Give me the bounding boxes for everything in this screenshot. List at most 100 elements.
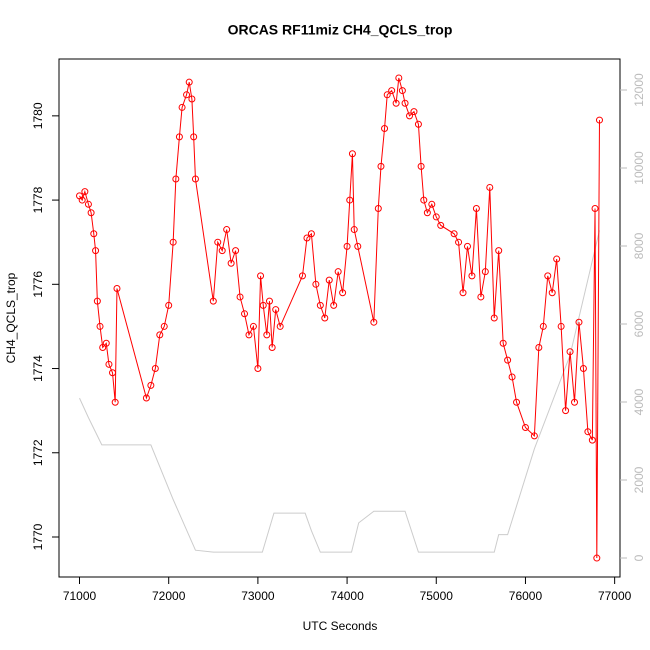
x-tick-label: 76000: [509, 589, 543, 603]
data-point: [272, 306, 280, 314]
data-point: [190, 133, 198, 141]
y-tick-label: 1776: [31, 271, 45, 298]
y-tick-label: 1778: [31, 186, 45, 213]
data-point: [350, 226, 358, 234]
data-point: [432, 213, 440, 221]
data-point: [330, 301, 338, 309]
data-point: [245, 331, 253, 339]
data-point: [276, 322, 284, 330]
data-point: [535, 343, 543, 351]
plot-box: [58, 58, 621, 578]
data-point: [227, 259, 235, 267]
data-point: [566, 348, 574, 356]
data-point: [321, 314, 329, 322]
data-point: [544, 272, 552, 280]
x-axis-label: UTC Seconds: [303, 619, 378, 633]
data-point: [495, 247, 503, 255]
y-tick-label: 1774: [31, 355, 45, 382]
data-point: [401, 99, 409, 107]
data-point: [463, 242, 471, 250]
data-point: [455, 238, 463, 246]
data-point: [406, 112, 414, 120]
data-point: [398, 87, 406, 95]
data-point: [410, 108, 418, 116]
data-point: [160, 322, 168, 330]
data-point: [417, 162, 425, 170]
data-point: [105, 360, 113, 368]
data-point: [92, 247, 100, 255]
data-point: [90, 230, 98, 238]
data-point: [223, 226, 231, 234]
y-tick-label: 1780: [31, 102, 45, 129]
data-point: [268, 343, 276, 351]
data-point: [303, 234, 311, 242]
data-point: [499, 339, 507, 347]
data-point: [571, 398, 579, 406]
data-point: [392, 99, 400, 107]
data-point: [307, 230, 315, 238]
data-point: [377, 162, 385, 170]
data-point: [142, 394, 150, 402]
x-tick-label: 73000: [241, 589, 275, 603]
data-point: [254, 365, 262, 373]
data-point: [339, 289, 347, 297]
y2-tick-label: 12000: [632, 73, 646, 107]
data-point: [191, 175, 199, 183]
data-point: [348, 150, 356, 158]
x-tick-label: 74000: [330, 589, 364, 603]
data-point: [591, 205, 599, 213]
data-point: [428, 200, 436, 208]
y2-tick-label: 8000: [632, 232, 646, 259]
data-point: [504, 356, 512, 364]
data-point: [218, 247, 226, 255]
data-point: [175, 133, 183, 141]
data-point: [459, 289, 467, 297]
x-tick-label: 71000: [63, 589, 97, 603]
data-point: [84, 200, 92, 208]
y2-tick-label: 2000: [632, 466, 646, 493]
data-point: [508, 373, 516, 381]
data-point: [111, 398, 119, 406]
data-point: [490, 314, 498, 322]
data-point: [414, 120, 422, 128]
data-point: [99, 343, 107, 351]
data-point: [263, 331, 271, 339]
y2-tick-label: 6000: [632, 310, 646, 337]
x-tick-label: 72000: [152, 589, 186, 603]
data-point: [472, 205, 480, 213]
data-point: [312, 280, 320, 288]
data-point: [477, 293, 485, 301]
data-point: [539, 322, 547, 330]
data-point: [316, 301, 324, 309]
y2-tick-label: 10000: [632, 151, 646, 185]
data-point: [579, 365, 587, 373]
data-point: [595, 116, 603, 124]
data-point: [374, 205, 382, 213]
data-point: [481, 268, 489, 276]
data-point: [188, 95, 196, 103]
data-point: [553, 255, 561, 263]
data-point: [486, 183, 494, 191]
data-point: [183, 91, 191, 99]
data-point: [343, 242, 351, 250]
data-point: [214, 238, 222, 246]
data-point: [265, 297, 273, 305]
chart-title: ORCAS RF11miz CH4_QCLS_trop: [228, 22, 453, 38]
y-axis-label: CH4_QCLS_trop: [4, 272, 18, 363]
y2-tick-label: 0: [632, 554, 646, 561]
y2-tick-label: 4000: [632, 388, 646, 415]
data-point: [530, 432, 538, 440]
x-tick-label: 75000: [420, 589, 454, 603]
data-point: [423, 209, 431, 217]
data-point: [172, 175, 180, 183]
y-tick-label: 1772: [31, 439, 45, 466]
data-point: [109, 369, 117, 377]
data-point: [388, 87, 396, 95]
data-point: [593, 554, 601, 562]
data-point: [169, 238, 177, 246]
data-point: [513, 398, 521, 406]
data-point: [78, 196, 86, 204]
data-point: [370, 318, 378, 326]
data-point: [298, 272, 306, 280]
data-point: [241, 310, 249, 318]
